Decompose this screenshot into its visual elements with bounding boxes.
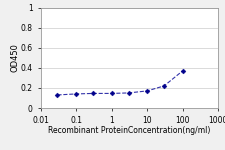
Y-axis label: OD450: OD450 <box>10 43 19 72</box>
X-axis label: Recombinant ProteinConcentration(ng/ml): Recombinant ProteinConcentration(ng/ml) <box>48 126 211 135</box>
